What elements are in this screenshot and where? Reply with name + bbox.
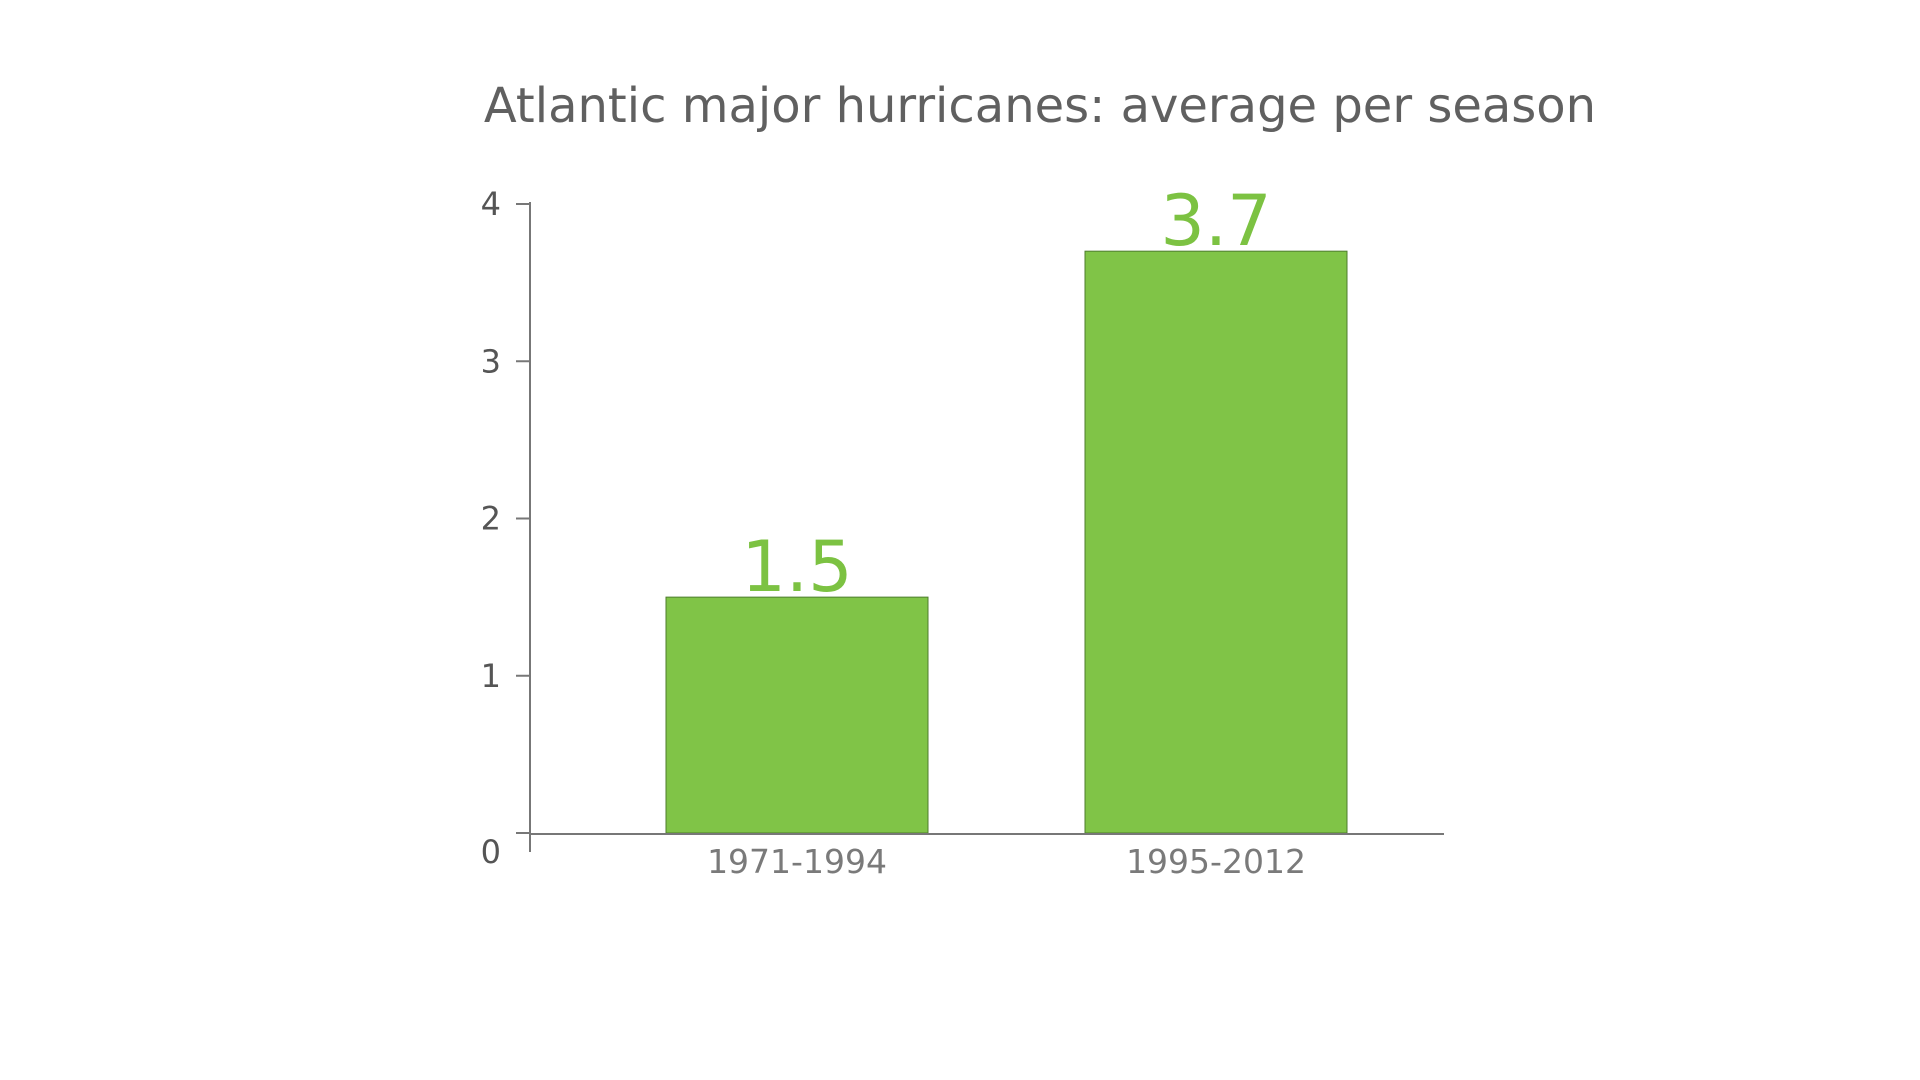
data-label: 1.5 — [741, 526, 852, 608]
bar-series: 1.5 3.7 — [665, 180, 1348, 834]
y-tick-label: 0 — [481, 833, 501, 871]
bar — [665, 596, 929, 834]
y-tick-label: 3 — [481, 342, 501, 380]
x-tick-label: 1971-1994 — [707, 842, 887, 881]
y-tick-label: 4 — [481, 185, 501, 223]
y-tick-label: 2 — [481, 500, 501, 538]
x-tick-label: 1995-2012 — [1126, 842, 1306, 881]
bar — [1084, 250, 1348, 834]
data-label: 3.7 — [1160, 180, 1271, 262]
chart-title: Atlantic major hurricanes: average per s… — [484, 78, 1596, 134]
y-axis: 0 1 2 3 4 — [481, 185, 531, 871]
y-tick-label: 1 — [481, 657, 501, 695]
x-axis: 1971-1994 1995-2012 — [530, 833, 1444, 881]
